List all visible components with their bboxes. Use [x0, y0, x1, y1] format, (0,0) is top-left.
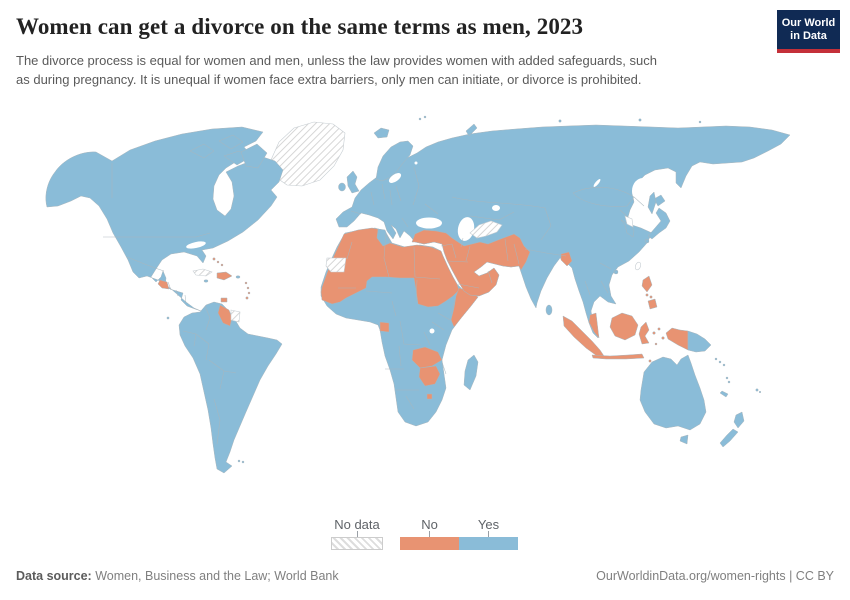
region-gabon-eq-guinea[interactable]: [379, 321, 390, 333]
region-middle-east[interactable]: [411, 229, 531, 297]
region-philippines[interactable]: [641, 275, 658, 310]
lake-ladoga: [414, 161, 418, 165]
legend-tick-yes: [488, 531, 489, 537]
region-iceland[interactable]: [373, 127, 390, 139]
legend-label-yes: Yes: [477, 517, 500, 532]
region-puerto-rico[interactable]: [235, 275, 241, 279]
chart-subtitle: The divorce process is equal for women a…: [16, 52, 776, 90]
region-galapagos[interactable]: [166, 316, 170, 320]
legend-swatch-no-data[interactable]: [331, 537, 383, 550]
region-greenland[interactable]: [270, 121, 346, 187]
region-united-kingdom[interactable]: [346, 170, 360, 194]
region-trinidad[interactable]: [220, 297, 228, 303]
region-north-korea[interactable]: [624, 215, 634, 228]
owid-rights-link[interactable]: OurWorldinData.org/women-rights | CC BY: [596, 569, 834, 583]
region-zambia[interactable]: [411, 346, 443, 369]
baltic-sea: [388, 173, 402, 183]
region-north-africa[interactable]: [320, 227, 460, 308]
world-map[interactable]: [0, 112, 850, 512]
data-source-value: Women, Business and the Law; World Bank: [91, 569, 339, 583]
region-suriname[interactable]: [230, 309, 241, 323]
region-zimbabwe[interactable]: [418, 365, 441, 387]
region-canadian-arctic-islands[interactable]: [189, 134, 268, 169]
region-tasmania[interactable]: [679, 434, 689, 445]
country-borders: [103, 163, 645, 445]
chart-footer: Data source: Women, Business and the Law…: [16, 569, 834, 583]
aral-sea: [492, 205, 500, 211]
region-sulawesi[interactable]: [638, 321, 650, 345]
region-sri-lanka[interactable]: [545, 304, 553, 316]
region-western-sahara[interactable]: [325, 257, 347, 273]
region-north-america[interactable]: [45, 126, 284, 312]
region-bahamas[interactable]: [212, 257, 224, 267]
region-borneo[interactable]: [609, 312, 639, 341]
region-scandinavia[interactable]: [375, 140, 414, 182]
region-eswatini[interactable]: [426, 393, 433, 400]
owid-logo-text: Our World in Data: [777, 10, 840, 49]
subtitle-line-1: The divorce process is equal for women a…: [16, 53, 657, 68]
region-malaysia-peninsula[interactable]: [588, 312, 600, 339]
hudson-bay: [218, 183, 228, 209]
region-taiwan[interactable]: [634, 261, 642, 271]
black-sea: [416, 217, 442, 229]
region-turkmenistan[interactable]: [469, 220, 503, 239]
region-guyana[interactable]: [217, 304, 233, 327]
region-west-new-guinea[interactable]: [665, 327, 689, 351]
region-hispaniola[interactable]: [216, 271, 233, 281]
region-lesser-antilles[interactable]: [244, 281, 251, 300]
legend-swatch-yes[interactable]: [459, 537, 518, 550]
region-ireland[interactable]: [338, 182, 346, 192]
region-madagascar[interactable]: [463, 354, 479, 391]
region-pacific-islands[interactable]: [714, 357, 762, 398]
data-source: Data source: Women, Business and the Law…: [16, 569, 339, 583]
great-lakes: [186, 241, 206, 249]
page-title: Women can get a divorce on the same term…: [16, 14, 584, 39]
region-hainan[interactable]: [613, 269, 619, 275]
region-jamaica[interactable]: [203, 279, 209, 283]
region-russian-arctic-islands[interactable]: [418, 115, 702, 137]
lake-baikal: [593, 179, 601, 187]
region-south-america[interactable]: [178, 301, 283, 474]
region-papua-new-guinea[interactable]: [687, 330, 712, 353]
region-sakhalin[interactable]: [647, 191, 657, 215]
region-guatemala[interactable]: [157, 279, 170, 290]
region-java[interactable]: [591, 353, 645, 360]
legend-label-no-data: No data: [334, 517, 380, 532]
region-moluccas[interactable]: [652, 327, 665, 346]
owid-logo-stripe: [777, 49, 840, 53]
lake-victoria: [429, 328, 435, 334]
legend-tick-no-data: [357, 531, 358, 537]
region-cuba[interactable]: [192, 268, 213, 277]
region-australia[interactable]: [639, 354, 707, 431]
region-new-zealand[interactable]: [719, 411, 745, 448]
data-source-label: Data source:: [16, 569, 92, 583]
subtitle-line-2: as during pregnancy. It is unequal if wo…: [16, 71, 642, 87]
region-tunisia[interactable]: [376, 228, 391, 247]
sea-of-okhotsk: [632, 178, 654, 204]
owid-logo[interactable]: Our World in Data: [777, 10, 840, 53]
legend-tick-no: [429, 531, 430, 537]
caspian-sea: [457, 217, 475, 241]
region-japan[interactable]: [644, 194, 671, 244]
region-falkland-islands[interactable]: [237, 459, 245, 464]
legend-swatch-no[interactable]: [400, 537, 459, 550]
legend-label-no: No: [421, 517, 438, 532]
